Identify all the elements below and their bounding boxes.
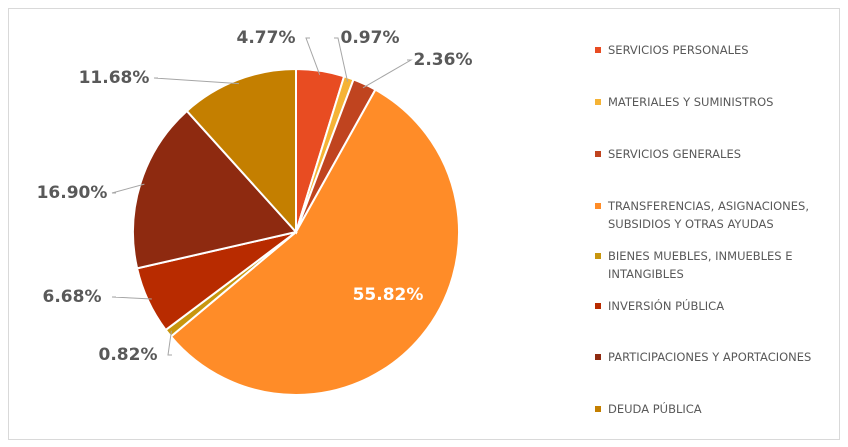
leader-line [111, 183, 145, 194]
legend-swatch [595, 47, 601, 53]
leader-line [153, 77, 239, 85]
data-label: 0.82% [99, 345, 158, 365]
legend-label: SERVICIOS PERSONALES [608, 43, 749, 57]
legend-item: INVERSIÓN PÚBLICA [595, 297, 840, 315]
legend-label: PARTICIPACIONES Y APORTACIONES [608, 350, 812, 364]
leader-line [111, 296, 152, 300]
pie-slice [169, 88, 460, 396]
legend-swatch [595, 253, 601, 259]
pie-slice [132, 109, 298, 270]
legend-item: TRANSFERENCIAS, ASIGNACIONES, SUBSIDIOS … [595, 197, 840, 233]
data-label: 16.90% [37, 183, 108, 203]
data-label: 4.77% [237, 28, 296, 48]
leader-line [167, 330, 172, 356]
data-label: 11.68% [79, 68, 150, 88]
legend-swatch [595, 99, 601, 105]
pie-slice [185, 67, 297, 235]
frame [8, 8, 840, 440]
legend-label: SERVICIOS GENERALES [608, 147, 742, 161]
legend-item: MATERIALES Y SUMINISTROS [595, 93, 840, 111]
legend-label: DEUDA PÚBLICA [608, 402, 702, 416]
legend-label: TRANSFERENCIAS, ASIGNACIONES, SUBSIDIOS … [608, 199, 809, 231]
legend-swatch [595, 151, 601, 157]
leader-line [362, 59, 413, 89]
legend-item: BIENES MUEBLES, INMUEBLES E INTANGIBLES [595, 247, 840, 283]
data-label: 0.97% [341, 28, 400, 48]
legend-item: DEUDA PÚBLICA [595, 400, 840, 418]
data-label: 55.82% [353, 285, 424, 305]
legend-item: SERVICIOS GENERALES [595, 145, 840, 163]
legend-label: INVERSIÓN PÚBLICA [608, 299, 725, 313]
legend-label: BIENES MUEBLES, INMUEBLES E INTANGIBLES [608, 249, 793, 281]
legend-swatch [595, 354, 601, 360]
data-label: 6.68% [43, 287, 102, 307]
legend-item: SERVICIOS PERSONALES [595, 41, 840, 59]
data-label: 2.36% [414, 50, 473, 70]
legend-item: PARTICIPACIONES Y APORTACIONES [595, 348, 840, 366]
legend-swatch [595, 303, 601, 309]
legend-swatch [595, 203, 601, 209]
leader-line [305, 37, 321, 75]
leader-line [334, 37, 349, 82]
legend-swatch [595, 406, 601, 412]
legend-label: MATERIALES Y SUMINISTROS [608, 95, 774, 109]
